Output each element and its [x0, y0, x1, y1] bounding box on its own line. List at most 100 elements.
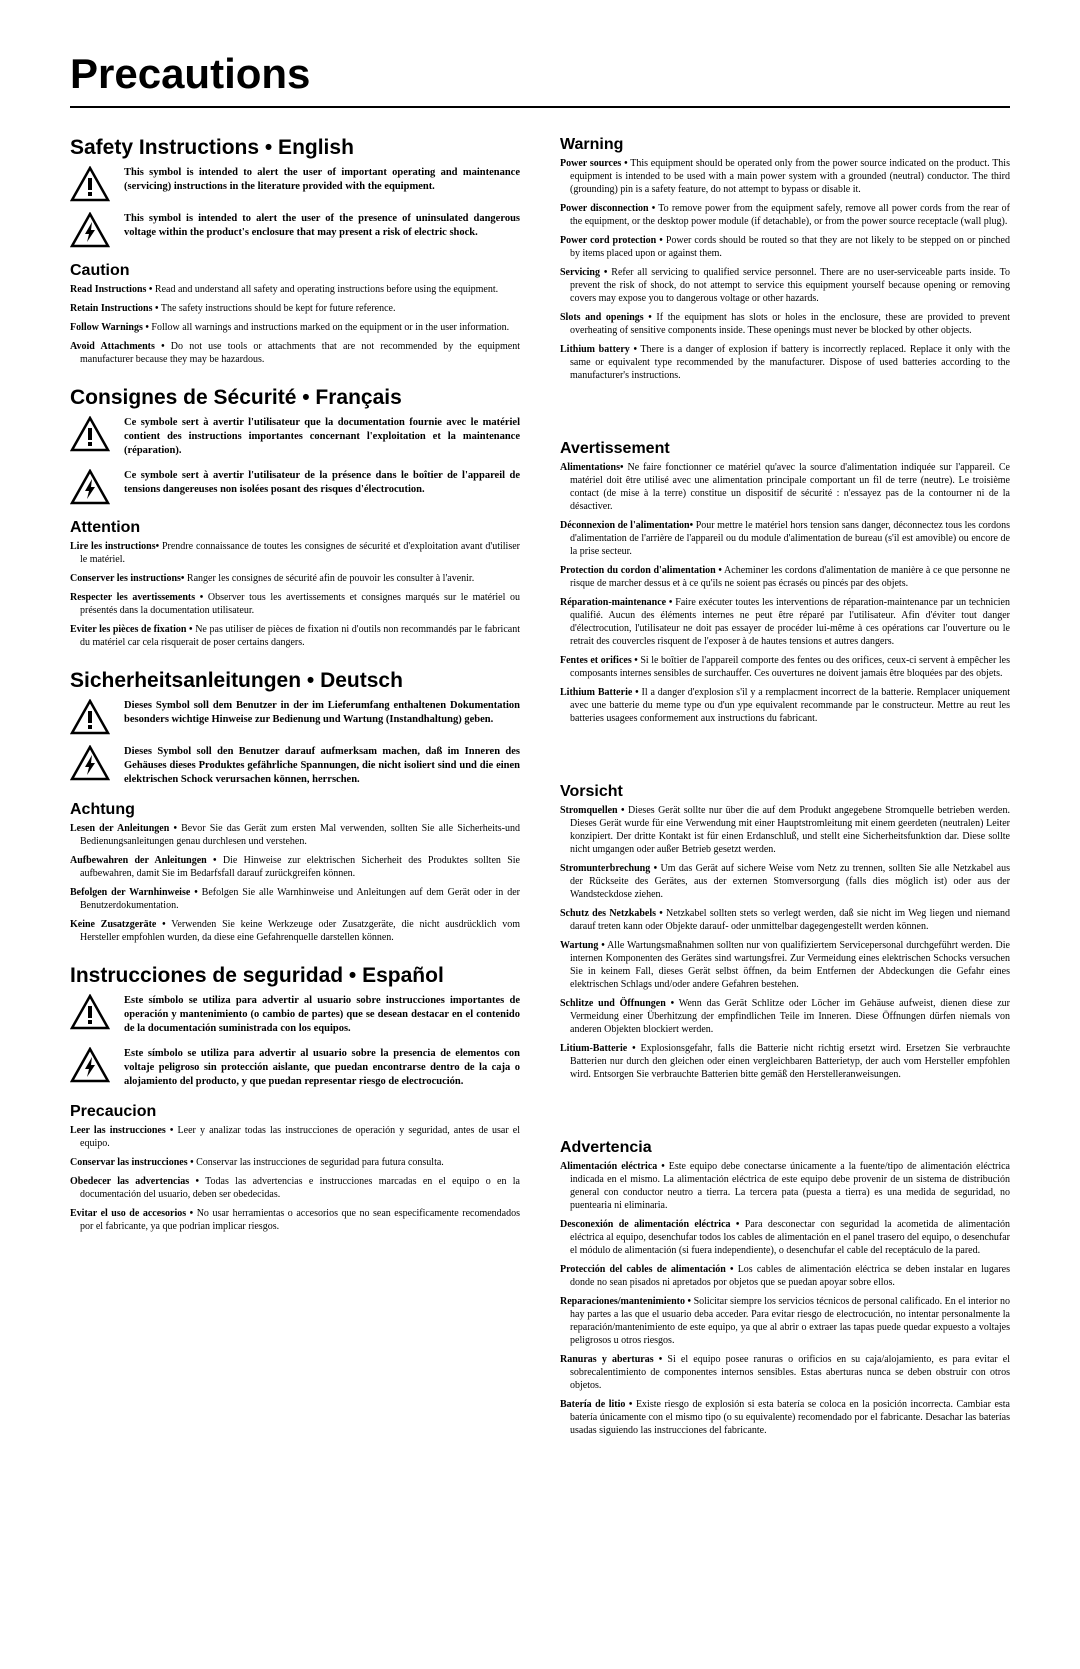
- item-body: Ne faire fonctionner ce matériel qu'avec…: [570, 462, 1010, 512]
- item-lead: Stromunterbrechung •: [560, 863, 657, 874]
- warning-item: Lithium battery • There is a danger of e…: [560, 343, 1010, 382]
- instruction-item: Aufbewahren der Anleitungen • Die Hinwei…: [70, 854, 520, 880]
- item-lead: Batería de litio •: [560, 1399, 632, 1410]
- warning-item: Ranuras y aberturas • Si el equipo posee…: [560, 1353, 1010, 1392]
- item-lead: Evitar el uso de accesorios •: [70, 1208, 193, 1219]
- instruction-item: Conservar las instrucciones • Conservar …: [70, 1156, 520, 1169]
- warning-triangle-icon: [70, 699, 110, 735]
- section-heading-english: Safety Instructions • English: [70, 136, 520, 160]
- warning-item: Reparaciones/mantenimiento • Solicitar s…: [560, 1295, 1010, 1347]
- instruction-item: Keine Zusatzgeräte • Verwenden Sie keine…: [70, 918, 520, 944]
- symbol-text: Dieses Symbol soll dem Benutzer in der i…: [124, 699, 520, 727]
- warning-item: Alimentación eléctrica • Este equipo deb…: [560, 1160, 1010, 1212]
- item-lead: Conserver les instructions•: [70, 573, 184, 584]
- symbol-row: This symbol is intended to alert the use…: [70, 212, 520, 248]
- warning-item: Schlitze und Öffnungen • Wenn das Gerät …: [560, 997, 1010, 1036]
- symbol-text: Este símbolo se utiliza para advertir al…: [124, 1047, 520, 1090]
- item-lead: Desconexión de alimentación eléctrica •: [560, 1219, 739, 1230]
- item-lead: Litium-Batterie •: [560, 1043, 636, 1054]
- instruction-item: Read Instructions • Read and understand …: [70, 283, 520, 296]
- item-lead: Obedecer las advertencias •: [70, 1176, 199, 1187]
- warning-triangle-icon: [70, 416, 110, 452]
- instruction-item: Evitar el uso de accesorios • No usar he…: [70, 1207, 520, 1233]
- symbol-row: Dieses Symbol soll dem Benutzer in der i…: [70, 699, 520, 735]
- item-body: Refer all servicing to qualified service…: [570, 267, 1010, 304]
- voltage-triangle-icon: [70, 1047, 110, 1083]
- item-lead: Eviter les pièces de fixation •: [70, 624, 193, 635]
- warning-item: Litium-Batterie • Explosionsgefahr, fall…: [560, 1042, 1010, 1081]
- item-lead: Retain Instructions •: [70, 303, 159, 314]
- item-lead: Avoid Attachments •: [70, 341, 165, 352]
- item-lead: Power sources •: [560, 158, 628, 169]
- item-lead: Stromquellen •: [560, 805, 625, 816]
- item-lead: Read Instructions •: [70, 284, 152, 295]
- item-lead: Wartung •: [560, 940, 605, 951]
- symbol-row: Ce symbole sert à avertir l'utilisateur …: [70, 469, 520, 505]
- warning-item: Lithium Batterie • Il a danger d'explosi…: [560, 686, 1010, 725]
- warning-item: Fentes et orifices • Si le boîtier de l'…: [560, 654, 1010, 680]
- item-lead: Alimentations•: [560, 462, 624, 473]
- warning-heading-en: Warning: [560, 136, 1010, 154]
- item-lead: Protección del cables de alimentación •: [560, 1264, 734, 1275]
- symbol-row: Este símbolo se utiliza para advertir al…: [70, 1047, 520, 1090]
- warning-item: Power disconnection • To remove power fr…: [560, 202, 1010, 228]
- item-lead: Conservar las instrucciones •: [70, 1157, 194, 1168]
- warning-item: Slots and openings • If the equipment ha…: [560, 311, 1010, 337]
- voltage-triangle-icon: [70, 745, 110, 781]
- item-body: Follow all warnings and instructions mar…: [149, 322, 509, 333]
- warning-item: Protección del cables de alimentación • …: [560, 1263, 1010, 1289]
- voltage-triangle-icon: [70, 469, 110, 505]
- symbol-text: Dieses Symbol soll den Benutzer darauf a…: [124, 745, 520, 788]
- warning-item: Réparation-maintenance • Faire exécuter …: [560, 596, 1010, 648]
- item-lead: Reparaciones/mantenimiento •: [560, 1296, 691, 1307]
- item-body: Dieses Gerät sollte nur über die auf dem…: [570, 805, 1010, 855]
- item-lead: Power disconnection •: [560, 203, 655, 214]
- item-lead: Schlitze und Öffnungen •: [560, 998, 674, 1009]
- symbol-row: Este símbolo se utiliza para advertir al…: [70, 994, 520, 1037]
- warning-heading-fr: Avertissement: [560, 440, 1010, 458]
- item-lead: Lire les instructions•: [70, 541, 159, 552]
- item-body: Ranger les consignes de sécurité afin de…: [184, 573, 474, 584]
- warning-item: Power cord protection • Power cords shou…: [560, 234, 1010, 260]
- symbol-row: Dieses Symbol soll den Benutzer darauf a…: [70, 745, 520, 788]
- warning-item: Protection du cordon d'alimentation • Ac…: [560, 564, 1010, 590]
- caution-heading: Achtung: [70, 801, 520, 819]
- symbol-text: This symbol is intended to alert the use…: [124, 166, 520, 194]
- instruction-item: Obedecer las advertencias • Todas las ad…: [70, 1175, 520, 1201]
- section-heading-spanish: Instrucciones de seguridad • Español: [70, 964, 520, 988]
- item-lead: Alimentación eléctrica •: [560, 1161, 665, 1172]
- item-body: Alle Wartungsmaßnahmen sollten nur von q…: [570, 940, 1010, 990]
- warning-triangle-icon: [70, 994, 110, 1030]
- item-body: Existe riesgo de explosión si esta bater…: [570, 1399, 1010, 1436]
- item-lead: Leer las instrucciones •: [70, 1125, 173, 1136]
- caution-heading: Attention: [70, 519, 520, 537]
- item-lead: Keine Zusatzgeräte •: [70, 919, 166, 930]
- section-heading-german: Sicherheitsanleitungen • Deutsch: [70, 669, 520, 693]
- item-lead: Slots and openings •: [560, 312, 652, 323]
- warning-heading-es: Advertencia: [560, 1139, 1010, 1157]
- item-body: This equipment should be operated only f…: [570, 158, 1010, 195]
- warning-item: Servicing • Refer all servicing to quali…: [560, 266, 1010, 305]
- instruction-item: Eviter les pièces de fixation • Ne pas u…: [70, 623, 520, 649]
- instruction-item: Follow Warnings • Follow all warnings an…: [70, 321, 520, 334]
- warning-triangle-icon: [70, 166, 110, 202]
- warning-item: Schutz des Netzkabels • Netzkabel sollte…: [560, 907, 1010, 933]
- item-lead: Respecter les avertissements •: [70, 592, 203, 603]
- symbol-text: Ce symbole sert à avertir l'utilisateur …: [124, 469, 520, 497]
- instruction-item: Respecter les avertissements • Observer …: [70, 591, 520, 617]
- warning-item: Desconexión de alimentación eléctrica • …: [560, 1218, 1010, 1257]
- warning-item: Batería de litio • Existe riesgo de expl…: [560, 1398, 1010, 1437]
- item-lead: Réparation-maintenance •: [560, 597, 672, 608]
- voltage-triangle-icon: [70, 212, 110, 248]
- item-lead: Lithium Batterie •: [560, 687, 639, 698]
- item-body: There is a danger of explosion if batter…: [570, 344, 1010, 381]
- warning-item: Stromquellen • Dieses Gerät sollte nur ü…: [560, 804, 1010, 856]
- item-lead: Lesen der Anleitungen •: [70, 823, 177, 834]
- item-body: Read and understand all safety and opera…: [152, 284, 498, 295]
- instruction-item: Lire les instructions• Prendre connaissa…: [70, 540, 520, 566]
- item-lead: Protection du cordon d'alimentation •: [560, 565, 722, 576]
- caution-heading: Caution: [70, 262, 520, 280]
- instruction-item: Avoid Attachments • Do not use tools or …: [70, 340, 520, 366]
- symbol-text: Ce symbole sert à avertir l'utilisateur …: [124, 416, 520, 459]
- item-lead: Befolgen der Warnhinweise •: [70, 887, 198, 898]
